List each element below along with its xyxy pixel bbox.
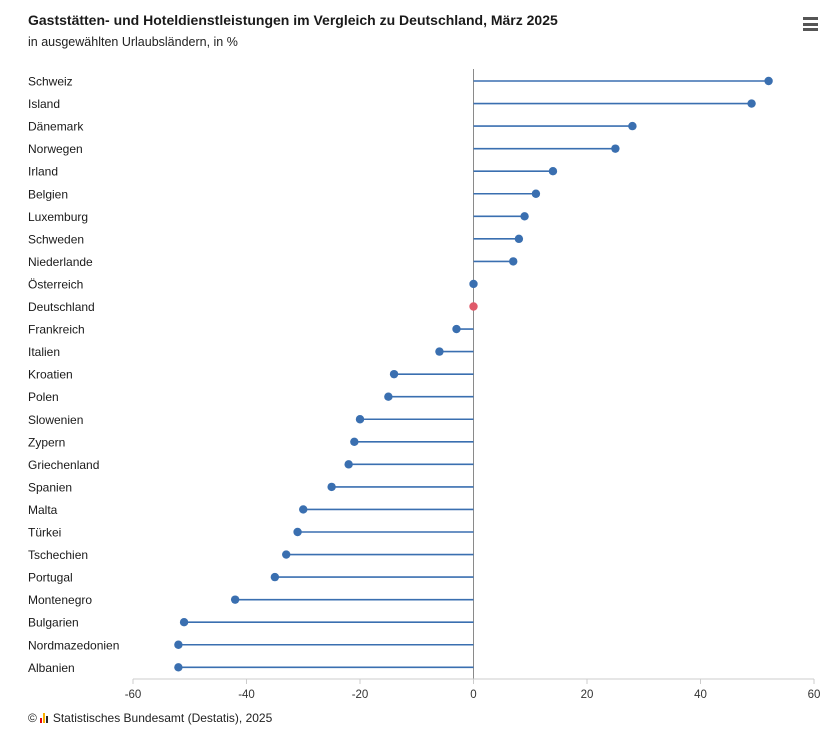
category-label: Luxemburg [28,210,88,224]
lollipop-chart: -60 -40 -20 0 20 40 60 Schweiz Island Dänemark Nor… [28,69,821,701]
category-label: Norwegen [28,142,83,156]
category-label: Schweden [28,232,84,246]
x-tick-label: 40 [694,689,707,701]
data-point [435,347,444,356]
data-point [531,189,541,198]
data-point [350,437,359,446]
category-label: Kroatien [28,368,73,382]
data-point [344,460,353,469]
category-label: Albanien [28,661,75,675]
data-point [270,572,280,582]
chart-subtitle: in ausgewählten Urlaubsländern, in % [28,35,238,49]
x-tick-label: -20 [352,689,369,701]
category-label: Tschechien [28,548,88,562]
destatis-logo-icon [39,713,48,723]
x-tick-label: 0 [470,689,476,701]
data-point [174,663,183,672]
category-label: Malta [28,503,58,517]
x-tick-label: 60 [808,689,821,701]
data-point [509,257,518,266]
category-label: Spanien [28,480,72,494]
category-label: Slowenien [28,413,83,427]
category-label: Italien [28,345,60,359]
source-credit: © Statistisches Bundesamt (Destatis), 20… [28,711,272,725]
category-label: Polen [28,390,59,404]
copyright-symbol: © [28,711,37,725]
category-label: Montenegro [28,593,92,607]
data-point [230,595,240,604]
data-point [299,505,308,514]
category-label: Schweiz [28,75,73,89]
data-point [384,392,393,401]
data-point [179,618,189,627]
highlight-point [469,302,478,311]
data-point [520,212,529,221]
category-label: Dänemark [28,120,84,134]
data-point [327,482,336,492]
category-label: Deutschland [28,300,95,314]
data-point [548,167,558,176]
category-label: Bulgarien [28,616,79,630]
category-label: Island [28,97,60,111]
chart-title: Gaststätten- und Hoteldienstleistungen i… [28,12,558,28]
x-tick-label: -40 [238,689,255,701]
category-label: Zypern [28,435,65,449]
data-point [469,279,478,289]
data-point [514,234,524,244]
data-point [764,76,773,86]
data-point [611,144,620,153]
category-label: Türkei [28,526,61,540]
data-point [628,121,637,131]
category-label: Nordmazedonien [28,638,119,652]
category-label: Griechenland [28,458,99,472]
category-label: Irland [28,165,58,179]
category-label: Niederlande [28,255,93,269]
data-point [174,640,183,649]
category-label: Belgien [28,187,68,201]
data-point [282,550,291,559]
data-point [452,324,461,334]
category-label: Österreich [28,277,83,291]
data-point [389,369,399,379]
data-point [747,99,756,108]
category-label: Portugal [28,571,73,585]
x-tick-label: 20 [581,689,594,701]
hamburger-menu-icon[interactable] [803,17,825,35]
source-credit-text: Statistisches Bundesamt (Destatis), 2025 [52,711,273,725]
x-tick-label: -60 [125,689,142,701]
data-point [293,527,302,537]
data-point [355,415,365,424]
category-label: Frankreich [28,323,85,337]
